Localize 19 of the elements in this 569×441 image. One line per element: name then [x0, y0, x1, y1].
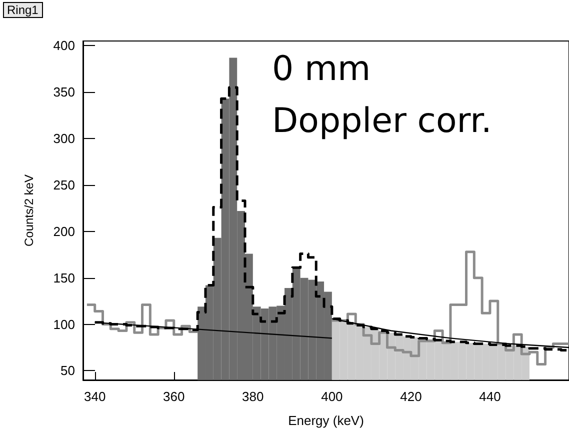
annotation: Doppler corr.	[272, 101, 492, 141]
y-tick-label: 150	[53, 270, 75, 286]
x-tick-label: 420	[400, 389, 422, 404]
y-axis-title: Counts/2 keV	[22, 174, 36, 247]
x-tick-label: 440	[479, 389, 501, 404]
x-tick-label: 400	[321, 389, 343, 404]
y-tick-label: 250	[53, 177, 75, 192]
x-tick-label: 380	[242, 389, 264, 404]
y-tick-label: 200	[53, 224, 75, 239]
y-tick-label: 400	[53, 38, 75, 54]
y-tick-label: 50	[60, 363, 75, 378]
y-tick-label: 100	[53, 316, 75, 332]
y-tick-label: 350	[53, 84, 75, 100]
annotation: 0 mm	[272, 49, 371, 89]
x-tick-label: 360	[163, 389, 185, 404]
x-axis-title: Energy (keV)	[288, 413, 364, 428]
x-tick-label: 340	[84, 389, 106, 404]
chart-title: Ring1	[7, 3, 39, 17]
y-tick-label: 300	[53, 131, 75, 146]
